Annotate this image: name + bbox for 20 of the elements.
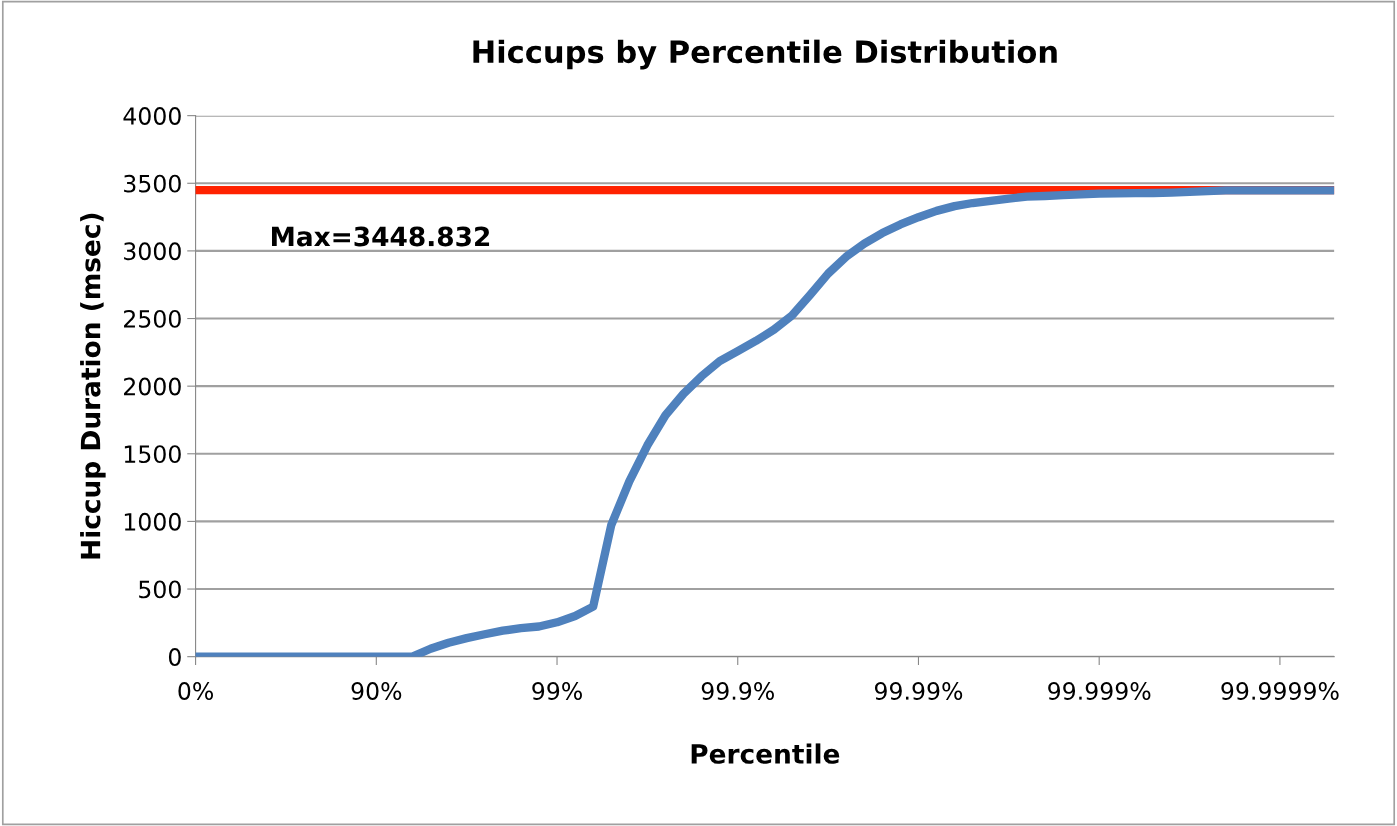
x-tick-label: 0% [178,682,214,700]
x-tick-label: 99% [532,682,582,700]
ref-line-label: Max=3448.832 [272,226,490,247]
x-axis-title: Percentile [691,743,840,764]
x-tick-label: 99.99% [874,682,963,700]
y-tick-label: 0 [168,648,181,666]
y-tick-label: 3500 [124,174,181,193]
chart-title: Hiccups by Percentile Distribution [473,39,1057,70]
y-tick-label: 2500 [124,309,181,328]
x-tick-label: 90% [351,682,402,700]
y-axis-title: Hiccup Duration (msec) [80,213,106,559]
y-tick-label: 4000 [123,107,181,125]
x-tick-label: 99.9999% [1221,682,1339,700]
y-tick-label: 500 [139,580,181,599]
x-tick-label: 99.9% [701,682,774,700]
y-tick-label: 3000 [124,242,181,261]
y-tick-label: 2000 [124,377,181,396]
y-tick-label: 1000 [124,512,181,531]
y-tick-label: 1500 [124,445,181,464]
x-tick-label: 99.999% [1048,682,1151,700]
